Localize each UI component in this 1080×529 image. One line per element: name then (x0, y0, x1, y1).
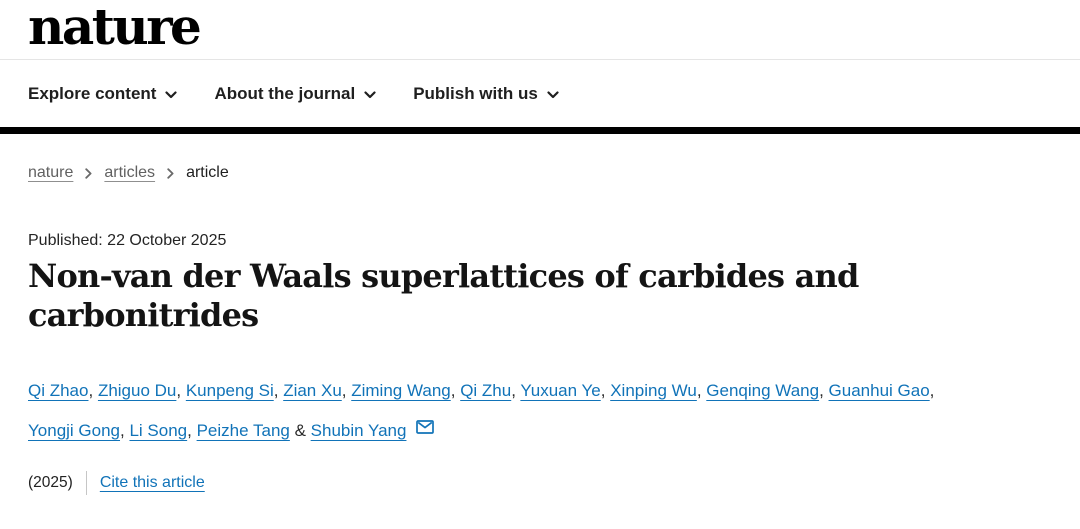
author-separator: , (120, 421, 130, 441)
corresponding-author: Shubin Yang (310, 420, 435, 441)
author-separator: , (176, 381, 186, 401)
breadcrumb-link-articles[interactable]: articles (104, 164, 156, 181)
cite-row: (2025) Cite this article (28, 471, 1052, 496)
chevron-right-icon (167, 167, 174, 179)
author-link[interactable]: Yongji Gong (28, 421, 121, 441)
breadcrumb-current-article: article (186, 164, 229, 181)
nav-item-publish-with-us[interactable]: Publish with us (413, 84, 559, 104)
author-link[interactable]: Yuxuan Ye (520, 381, 601, 401)
author-link[interactable]: Peizhe Tang (196, 421, 290, 441)
publication-year: (2025) (28, 474, 73, 492)
author-separator: , (273, 381, 284, 401)
published-date: Published: 22 October 2025 (28, 232, 227, 249)
nature-logo[interactable]: nature (28, 0, 202, 56)
author-link[interactable]: Genqing Wang (706, 381, 820, 401)
article-title: Non-van der Waals superlattices of carbi… (28, 257, 859, 335)
author-link[interactable]: Zhiguo Du (97, 381, 177, 401)
author-link[interactable]: Kunpeng Si (185, 381, 274, 401)
nav-item-label: Publish with us (413, 83, 538, 103)
author-separator: , (600, 381, 611, 401)
chevron-right-icon (85, 167, 92, 179)
author-separator: , (341, 381, 352, 401)
vertical-divider (85, 471, 87, 496)
main-navigation: Explore content About the journal Publis… (0, 60, 1080, 127)
author-separator: , (929, 381, 935, 401)
author-link[interactable]: Guanhui Gao (828, 381, 930, 401)
author-separator: , (819, 381, 829, 401)
nav-item-about-journal[interactable]: About the journal (214, 84, 376, 104)
author-link[interactable]: Qi Zhao (28, 381, 89, 401)
masthead: nature (0, 0, 1080, 60)
author-list: Qi Zhao, Zhiguo Du, Kunpeng Si, Zian Xu,… (28, 371, 963, 451)
author-separator: , (88, 381, 98, 401)
author-separator: , (450, 381, 461, 401)
author-link[interactable]: Li Song (129, 421, 188, 441)
nav-item-label: About the journal (214, 83, 356, 103)
author-link[interactable]: Xinping Wu (610, 381, 697, 401)
chevron-down-icon (165, 91, 178, 99)
author-separator: & (289, 421, 311, 441)
chevron-down-icon (547, 91, 559, 99)
author-link[interactable]: Shubin Yang (310, 421, 407, 441)
article-header-section: nature articles article Published: 22 Oc… (0, 134, 1080, 496)
chevron-down-icon (364, 91, 376, 99)
breadcrumb-link-nature[interactable]: nature (28, 164, 74, 181)
author-link[interactable]: Ziming Wang (351, 381, 451, 401)
black-divider-bar (0, 127, 1080, 134)
nav-item-label: Explore content (28, 83, 157, 103)
author-link[interactable]: Qi Zhu (460, 381, 512, 401)
author-separator: , (511, 381, 521, 401)
cite-this-article-link[interactable]: Cite this article (99, 474, 205, 492)
author-separator: , (696, 381, 707, 401)
nav-item-explore-content[interactable]: Explore content (28, 83, 178, 104)
breadcrumb: nature articles article (28, 164, 1052, 182)
author-link[interactable]: Zian Xu (283, 381, 342, 401)
author-separator: , (187, 421, 197, 441)
email-icon[interactable] (416, 420, 435, 434)
